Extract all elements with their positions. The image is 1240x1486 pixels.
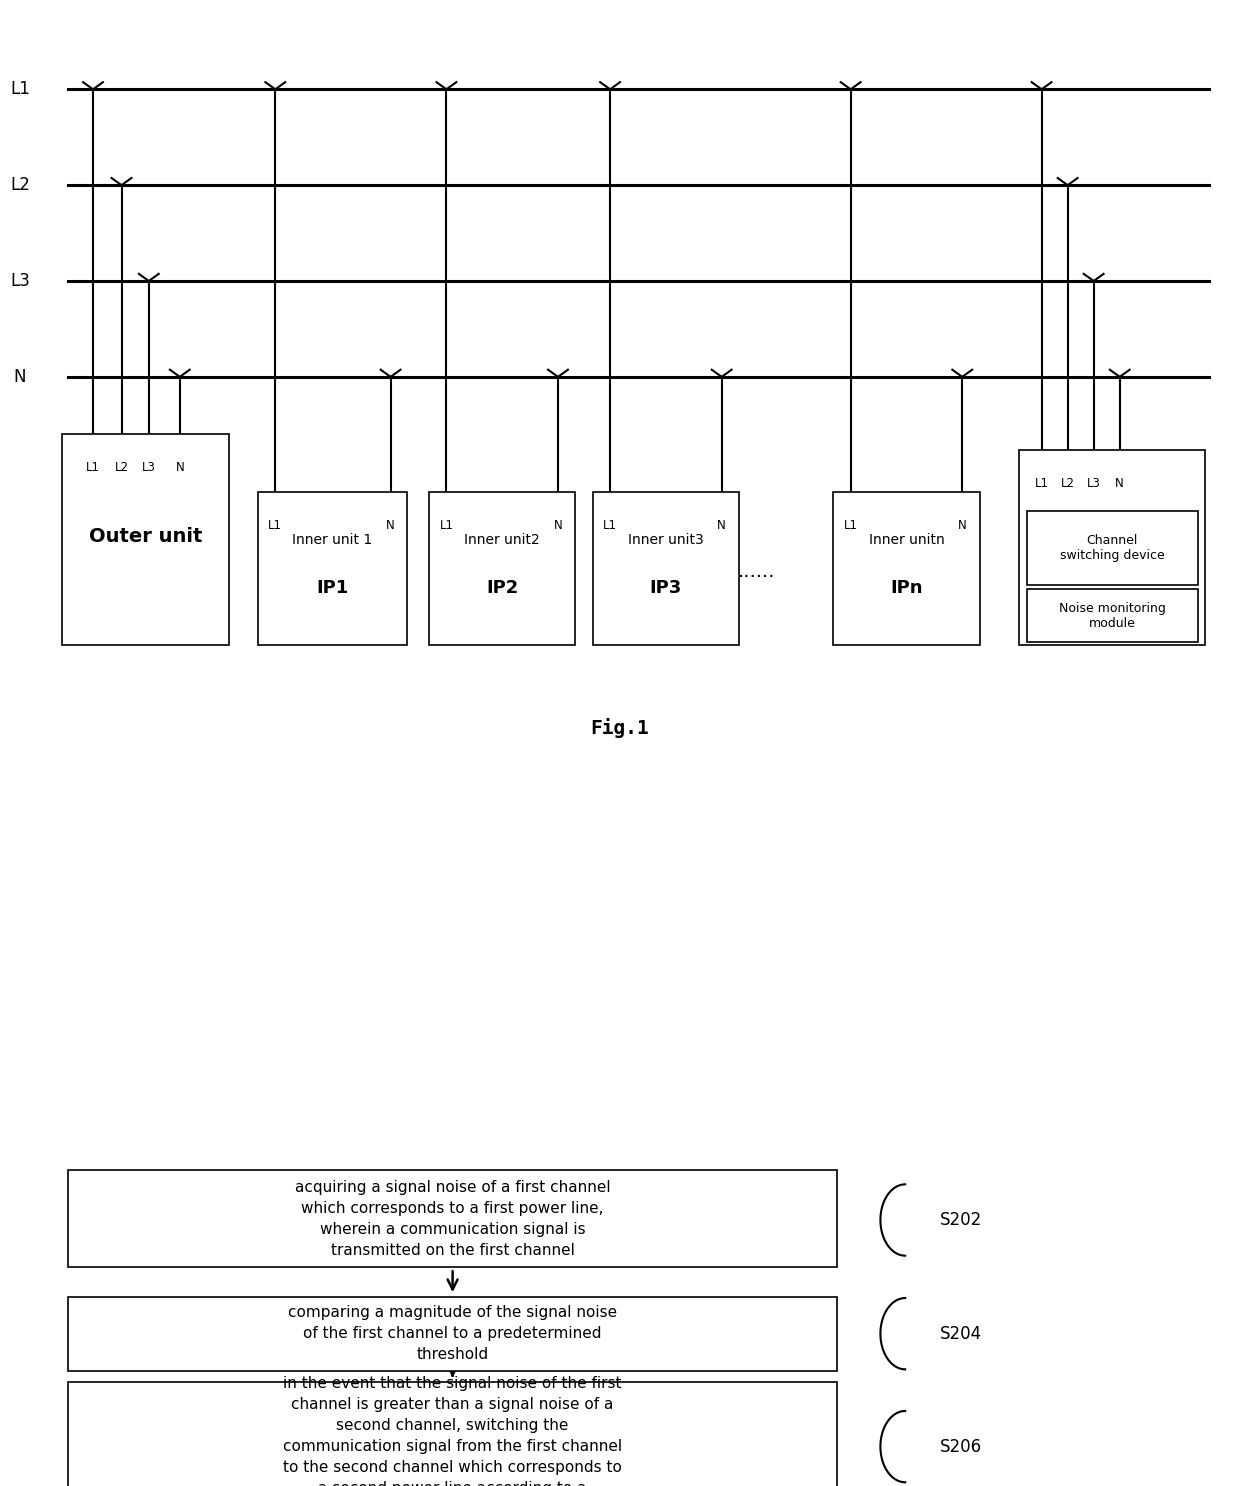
Text: L1: L1 [439,519,454,532]
Bar [258,492,407,645]
Text: L1: L1 [1034,477,1049,490]
Text: IP2: IP2 [486,578,518,597]
Text: N: N [1115,477,1125,490]
Text: ......: ...... [738,562,775,581]
Text: L2: L2 [1060,477,1075,490]
Text: L1: L1 [268,519,283,532]
Text: S206: S206 [940,1437,982,1456]
Text: S202: S202 [940,1211,982,1229]
Text: Inner unit 1: Inner unit 1 [293,533,372,547]
Bar [62,434,229,645]
Text: L1: L1 [843,519,858,532]
Text: Inner unit2: Inner unit2 [464,533,541,547]
Text: N: N [957,519,967,532]
Text: N: N [553,519,563,532]
Bar [1027,511,1198,584]
Text: L1: L1 [86,461,100,474]
Text: Inner unitn: Inner unitn [868,533,945,547]
Text: comparing a magnitude of the signal noise
of the first channel to a predetermine: comparing a magnitude of the signal nois… [288,1305,618,1363]
Text: N: N [386,519,396,532]
Bar [1027,588,1198,642]
Text: Fig.1: Fig.1 [590,718,650,739]
Text: Noise monitoring
module: Noise monitoring module [1059,602,1166,630]
Bar [1019,450,1205,645]
Text: IP3: IP3 [650,578,682,597]
Text: in the event that the signal noise of the first
channel is greater than a signal: in the event that the signal noise of th… [283,1376,622,1486]
Text: L1: L1 [10,80,30,98]
Text: L3: L3 [141,461,156,474]
Text: L2: L2 [114,461,129,474]
Text: L3: L3 [10,272,30,290]
Text: N: N [14,369,26,386]
Text: Outer unit: Outer unit [89,528,202,545]
Bar [833,492,980,645]
Text: IPn: IPn [890,578,923,597]
Text: L1: L1 [603,519,618,532]
Text: S204: S204 [940,1324,982,1343]
Bar [68,1382,837,1486]
Text: Inner unit3: Inner unit3 [627,533,704,547]
Text: N: N [717,519,727,532]
Bar [593,492,739,645]
Bar [68,1171,837,1266]
Text: L3: L3 [1086,477,1101,490]
Text: acquiring a signal noise of a first channel
which corresponds to a first power l: acquiring a signal noise of a first chan… [295,1180,610,1257]
Text: Channel
switching device: Channel switching device [1060,533,1164,562]
Text: IP1: IP1 [316,578,348,597]
Text: N: N [175,461,185,474]
Bar [68,1296,837,1370]
Text: L2: L2 [10,177,30,195]
Bar [429,492,575,645]
